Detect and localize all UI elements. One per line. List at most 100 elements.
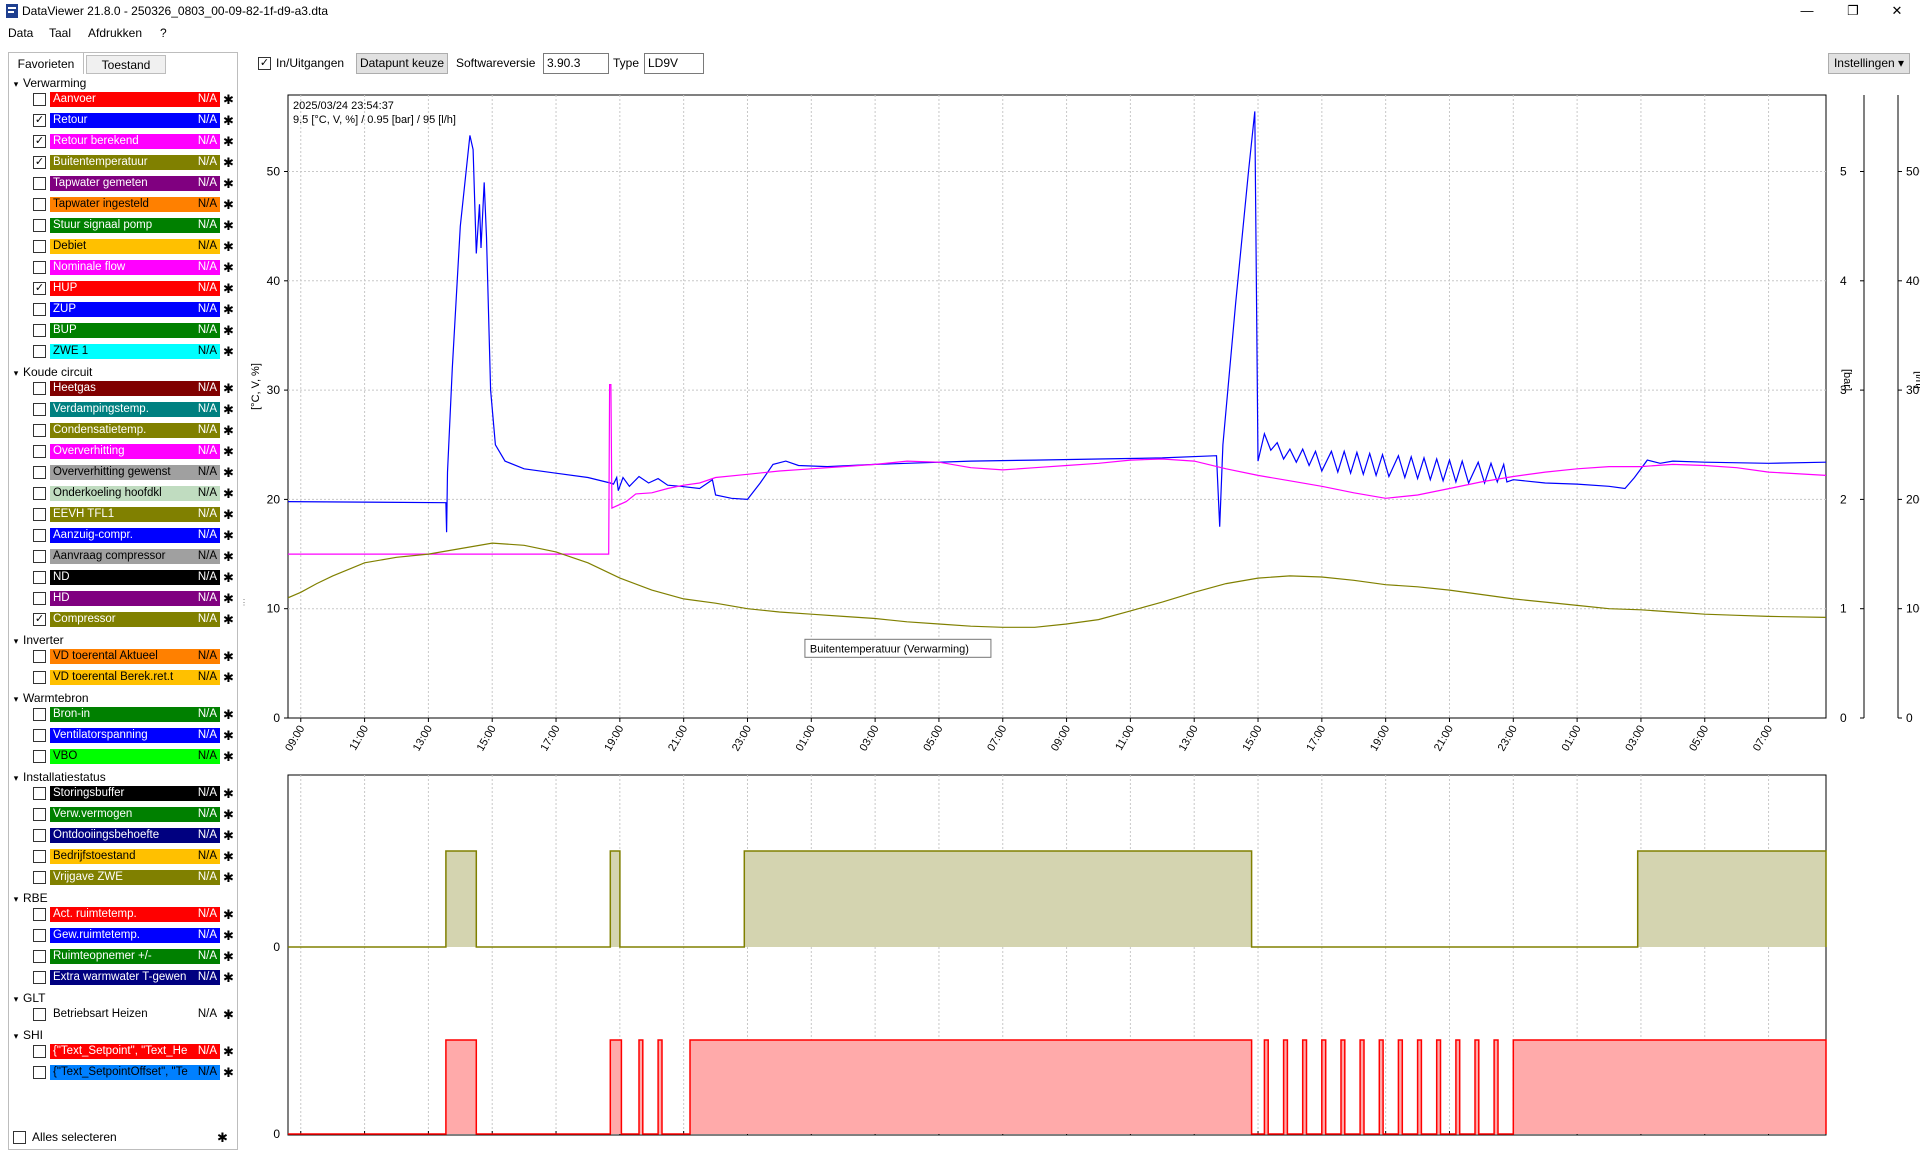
signal-row[interactable]: BUP N/A ✱ — [33, 322, 239, 339]
signal-row[interactable]: HD N/A ✱ — [33, 590, 239, 607]
signal-row[interactable]: Debiet N/A ✱ — [33, 238, 239, 255]
favorite-star-icon[interactable]: ✱ — [223, 113, 234, 128]
favorite-star-icon[interactable]: ✱ — [223, 828, 234, 843]
signal-checkbox[interactable] — [33, 929, 46, 942]
signal-row[interactable]: Tapwater gemeten N/A ✱ — [33, 175, 239, 192]
signal-row[interactable]: Verw.vermogen N/A ✱ — [33, 806, 239, 823]
favorite-star-icon[interactable]: ✱ — [223, 302, 234, 317]
favorite-star-icon[interactable]: ✱ — [223, 1007, 234, 1022]
favorite-star-icon[interactable]: ✱ — [223, 749, 234, 764]
signal-row[interactable]: Gew.ruimtetemp. N/A ✱ — [33, 927, 239, 944]
favorite-star-icon[interactable]: ✱ — [223, 1065, 234, 1080]
favorite-star-icon[interactable]: ✱ — [223, 465, 234, 480]
chevron-down-icon[interactable]: ▾ — [13, 773, 19, 783]
signal-checkbox[interactable] — [33, 829, 46, 842]
signal-row[interactable]: EEVH TFL1 N/A ✱ — [33, 506, 239, 523]
io-checkbox[interactable]: ✓ — [258, 57, 271, 70]
signal-checkbox[interactable] — [33, 345, 46, 358]
favorite-star-icon[interactable]: ✱ — [223, 507, 234, 522]
signal-checkbox[interactable] — [33, 219, 46, 232]
signal-checkbox[interactable]: ✓ — [33, 114, 46, 127]
favorite-star-icon[interactable]: ✱ — [223, 1044, 234, 1059]
signal-checkbox[interactable] — [33, 324, 46, 337]
chevron-down-icon[interactable]: ▾ — [13, 894, 19, 904]
signal-row[interactable]: Condensatietemp. N/A ✱ — [33, 422, 239, 439]
select-all-checkbox[interactable] — [13, 1131, 26, 1144]
signal-checkbox[interactable] — [33, 382, 46, 395]
favorite-star-icon[interactable]: ✱ — [223, 707, 234, 722]
signal-checkbox[interactable] — [33, 177, 46, 190]
signal-checkbox[interactable] — [33, 508, 46, 521]
favorite-star-icon[interactable]: ✱ — [223, 649, 234, 664]
favorite-star-icon[interactable]: ✱ — [223, 949, 234, 964]
signal-checkbox[interactable]: ✓ — [33, 282, 46, 295]
chevron-down-icon[interactable]: ▾ — [13, 994, 19, 1004]
favorite-star-icon[interactable]: ✱ — [223, 612, 234, 627]
signal-checkbox[interactable] — [33, 445, 46, 458]
signal-row[interactable]: VD toerental Aktueel N/A ✱ — [33, 648, 239, 665]
chevron-down-icon[interactable]: ▾ — [13, 1031, 19, 1041]
favorite-star-icon[interactable]: ✱ — [223, 218, 234, 233]
favorite-star-icon[interactable]: ✱ — [223, 134, 234, 149]
signal-checkbox[interactable]: ✓ — [33, 135, 46, 148]
signal-row[interactable]: Act. ruimtetemp. N/A ✱ — [33, 906, 239, 923]
tree-group[interactable]: ▾ Warmtebron — [9, 690, 89, 706]
tree-group[interactable]: ▾ SHI — [9, 1027, 43, 1043]
favorite-star-icon[interactable]: ✱ — [223, 239, 234, 254]
signal-checkbox[interactable] — [33, 240, 46, 253]
signal-row[interactable]: Onderkoeling hoofdkl N/A ✱ — [33, 485, 239, 502]
signal-row[interactable]: ND N/A ✱ — [33, 569, 239, 586]
favorite-star-icon[interactable]: ✱ — [223, 528, 234, 543]
chevron-down-icon[interactable]: ▾ — [13, 636, 19, 646]
chevron-down-icon[interactable]: ▾ — [13, 79, 19, 89]
signal-checkbox[interactable] — [33, 808, 46, 821]
signal-checkbox[interactable] — [33, 261, 46, 274]
signal-checkbox[interactable] — [33, 571, 46, 584]
signal-row[interactable]: Aanvoer N/A ✱ — [33, 91, 239, 108]
chevron-down-icon[interactable]: ▾ — [13, 368, 19, 378]
favorite-star-icon[interactable]: ✱ — [223, 870, 234, 885]
tree-group[interactable]: ▾ GLT — [9, 990, 46, 1006]
signal-row[interactable]: Aanzuig-compr. N/A ✱ — [33, 527, 239, 544]
signal-row[interactable]: Bedrijfstoestand N/A ✱ — [33, 848, 239, 865]
datapoint-button[interactable]: Datapunt keuze — [356, 53, 448, 74]
signal-checkbox[interactable] — [33, 950, 46, 963]
favorite-star-icon[interactable]: ✱ — [223, 970, 234, 985]
signal-checkbox[interactable] — [33, 529, 46, 542]
signal-checkbox[interactable] — [33, 550, 46, 563]
signal-row[interactable]: Nominale flow N/A ✱ — [33, 259, 239, 276]
signal-row[interactable]: Bron-in N/A ✱ — [33, 706, 239, 723]
tree-group[interactable]: ▾ Verwarming — [9, 75, 87, 91]
restore-button[interactable]: ❐ — [1847, 3, 1859, 18]
signal-checkbox[interactable] — [33, 1066, 46, 1079]
signal-checkbox[interactable] — [33, 93, 46, 106]
signal-checkbox[interactable] — [33, 708, 46, 721]
signal-checkbox[interactable] — [33, 908, 46, 921]
signal-row[interactable]: ✓ Buitentemperatuur N/A ✱ — [33, 154, 239, 171]
favorite-star-icon[interactable]: ✱ — [223, 92, 234, 107]
select-all-row[interactable]: Alles selecteren ✱ — [13, 1129, 238, 1146]
signal-checkbox[interactable] — [33, 403, 46, 416]
signal-checkbox[interactable]: ✓ — [33, 156, 46, 169]
favorite-star-icon[interactable]: ✱ — [223, 260, 234, 275]
signal-row[interactable]: Verdampingstemp. N/A ✱ — [33, 401, 239, 418]
signal-row[interactable]: Aanvraag compressor N/A ✱ — [33, 548, 239, 565]
type-field[interactable]: LD9V — [644, 53, 704, 74]
favorite-star-icon[interactable]: ✱ — [223, 444, 234, 459]
signal-checkbox[interactable] — [33, 750, 46, 763]
favorite-star-icon[interactable]: ✱ — [223, 549, 234, 564]
charts-svg[interactable]: 09:00 11:00 13:00 15:00 17:00 19:00 21:00 23:00… — [245, 80, 1920, 1160]
signal-checkbox[interactable] — [33, 1008, 46, 1021]
favorite-star-icon[interactable]: ✱ — [223, 570, 234, 585]
signal-row[interactable]: Oververhitting N/A ✱ — [33, 443, 239, 460]
signal-checkbox[interactable] — [33, 671, 46, 684]
signal-checkbox[interactable] — [33, 871, 46, 884]
signal-row[interactable]: ✓ Retour N/A ✱ — [33, 112, 239, 129]
signal-row[interactable]: VBO N/A ✱ — [33, 748, 239, 765]
signal-row[interactable]: ✓ Compressor N/A ✱ — [33, 611, 239, 628]
favorite-star-icon[interactable]: ✱ — [223, 849, 234, 864]
signal-checkbox[interactable] — [33, 466, 46, 479]
favorite-star-icon[interactable]: ✱ — [223, 323, 234, 338]
favorite-star-icon[interactable]: ✱ — [223, 155, 234, 170]
favorite-star-icon[interactable]: ✱ — [223, 381, 234, 396]
